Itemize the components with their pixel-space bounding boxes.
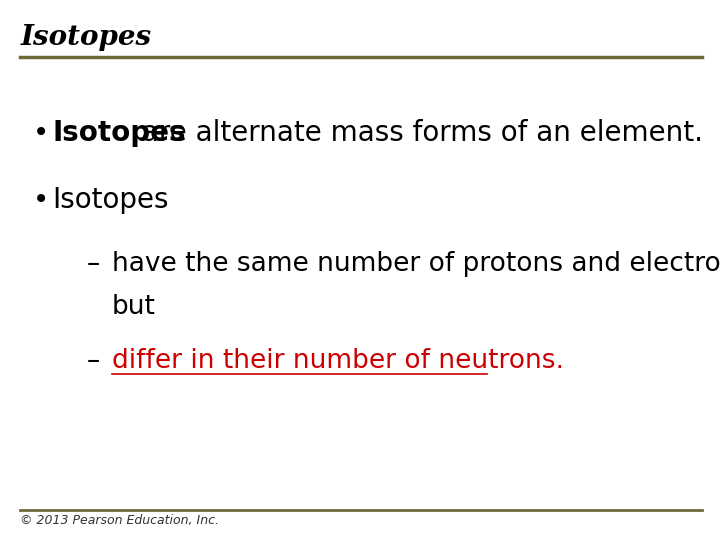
Text: but: but — [112, 294, 156, 320]
Text: differ in their number of neutrons.: differ in their number of neutrons. — [112, 348, 564, 374]
Text: Isotopes: Isotopes — [53, 186, 169, 214]
Text: –: – — [86, 251, 99, 277]
Text: –: – — [86, 348, 99, 374]
Text: •: • — [32, 186, 49, 214]
Text: have the same number of protons and electrons: have the same number of protons and elec… — [112, 251, 720, 277]
Text: are alternate mass forms of an element.: are alternate mass forms of an element. — [133, 119, 703, 147]
Text: Isotopes: Isotopes — [20, 24, 151, 51]
Text: Isotopes: Isotopes — [53, 119, 186, 147]
Text: © 2013 Pearson Education, Inc.: © 2013 Pearson Education, Inc. — [20, 514, 219, 527]
Text: •: • — [32, 119, 49, 147]
